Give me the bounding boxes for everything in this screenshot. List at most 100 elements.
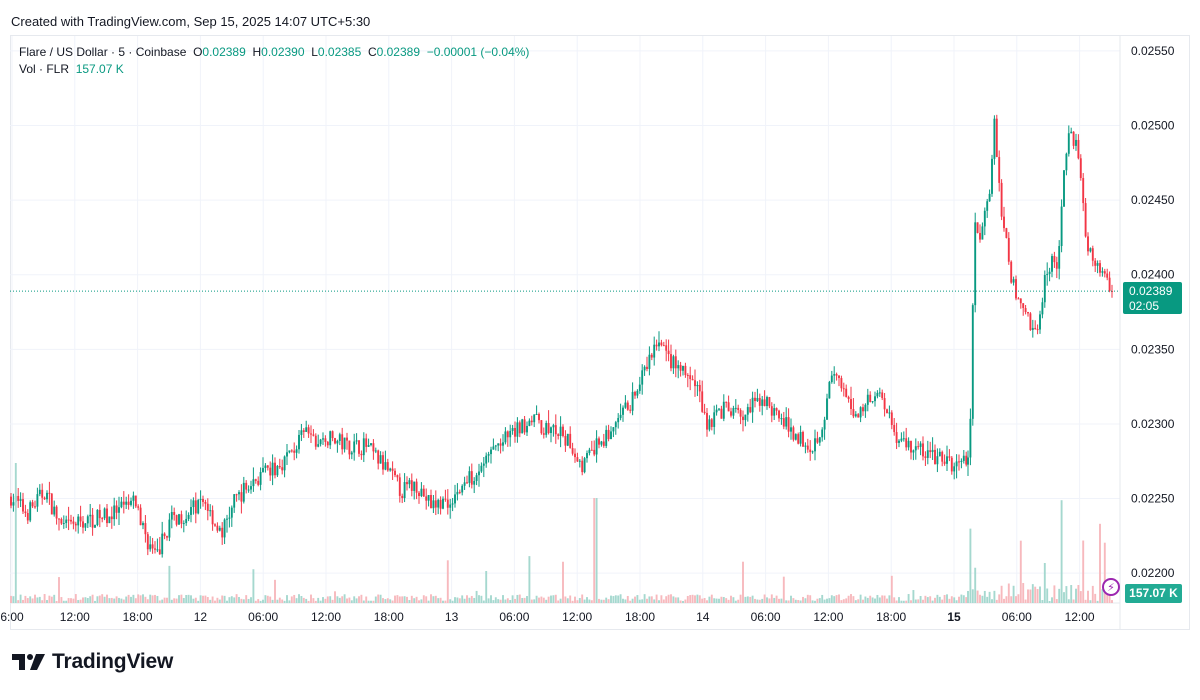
candle-body	[26, 513, 29, 521]
candle-body	[163, 533, 166, 537]
volume-bar	[559, 598, 562, 603]
volume-bar	[576, 600, 579, 603]
volume-bar	[766, 597, 768, 603]
volume-bar	[437, 598, 440, 603]
volume-bar	[410, 595, 413, 603]
volume-bar	[564, 596, 567, 603]
volume-bar	[180, 594, 183, 603]
candle-body	[626, 402, 629, 410]
candle-body	[869, 394, 872, 402]
volume-bar	[569, 595, 572, 603]
candle-body	[254, 479, 257, 481]
volume-bar	[10, 595, 12, 603]
volume-bar	[456, 597, 459, 603]
volume-bar	[883, 595, 886, 603]
candle-body	[379, 455, 382, 464]
volume-bar	[1063, 592, 1065, 603]
volume-bar	[257, 599, 260, 603]
lightning-icon[interactable]: ⚡	[1102, 578, 1120, 596]
candle-body	[617, 417, 620, 423]
candle-body	[981, 226, 984, 240]
volume-bar	[482, 600, 485, 603]
tradingview-logo[interactable]: TradingView	[12, 650, 173, 674]
candle-body	[782, 418, 785, 427]
volume-bar	[1079, 591, 1082, 603]
candle-body	[41, 489, 44, 498]
candle-body	[19, 499, 22, 501]
candle-body	[422, 488, 425, 497]
volume-bar	[631, 598, 634, 603]
volume-bar	[871, 597, 874, 603]
candle-body	[108, 516, 111, 524]
volume-bar	[451, 600, 454, 603]
candle-body	[509, 430, 512, 438]
volume-bar	[185, 594, 188, 603]
candle-body	[598, 438, 600, 445]
x-tick-label: 18:00	[625, 610, 655, 624]
volume-bar	[864, 596, 867, 603]
candle-body	[36, 494, 39, 507]
y-tick-label: 0.02300	[1131, 417, 1175, 431]
volume-bar	[305, 598, 308, 603]
volume-bar	[163, 597, 166, 603]
volume-bar	[684, 599, 687, 603]
candle-body	[886, 409, 888, 414]
candle-body	[922, 443, 924, 457]
candle-body	[797, 434, 800, 444]
volume-bar	[835, 595, 838, 603]
candle-body	[976, 222, 979, 233]
volume-bar	[190, 595, 192, 603]
symbol-label[interactable]: Flare / US Dollar · 5 · Coinbase	[19, 45, 187, 59]
volume-bar	[1084, 599, 1087, 603]
candle-body	[823, 419, 826, 430]
volume-bar	[334, 591, 336, 603]
volume-value: 157.07 K	[75, 62, 124, 76]
candle-body	[60, 519, 63, 524]
candle-body	[204, 501, 207, 504]
volume-bar	[682, 600, 684, 603]
candle-body	[660, 342, 663, 346]
candle-body	[324, 438, 327, 442]
volume-bar	[470, 595, 473, 603]
volume-bar	[1111, 600, 1113, 603]
candle-body	[288, 450, 291, 453]
volume-bar	[962, 595, 965, 603]
volume-bar	[905, 600, 908, 603]
candle-body	[790, 427, 792, 432]
candle-body	[770, 406, 773, 416]
candle-body	[271, 462, 274, 476]
volume-bar	[821, 594, 824, 603]
volume-bar	[214, 600, 216, 603]
candle-body	[377, 450, 380, 464]
candle-body	[485, 455, 488, 464]
candle-body	[960, 460, 963, 462]
volume-label[interactable]: Vol · FLR	[19, 62, 70, 76]
candle-body	[425, 496, 428, 501]
candle-body	[545, 423, 548, 435]
candle-body	[1063, 170, 1065, 207]
volume-bar	[142, 594, 144, 603]
candle-body	[391, 468, 394, 471]
last-price-tag: 0.02389 02:05	[1123, 282, 1182, 314]
volume-bar	[922, 599, 924, 603]
volume-bar	[50, 596, 53, 603]
candle-body	[396, 475, 399, 478]
candle-body	[22, 499, 24, 512]
candle-body	[514, 427, 516, 437]
candle-body	[600, 441, 603, 445]
candle-body	[1048, 271, 1051, 274]
candle-body	[638, 384, 641, 391]
volume-bar	[1067, 599, 1070, 603]
volume-bar	[902, 600, 905, 603]
volume-bar	[461, 595, 464, 603]
volume-bar	[391, 600, 394, 603]
change-value: −0.00001 (−0.04%)	[426, 45, 530, 59]
y-tick-label: 0.02500	[1131, 119, 1175, 133]
candle-body	[257, 480, 260, 485]
candle-body	[1017, 298, 1020, 300]
candle-body	[350, 452, 353, 455]
candle-body	[1043, 275, 1046, 303]
volume-bar	[845, 598, 848, 603]
candle-body	[943, 461, 946, 464]
